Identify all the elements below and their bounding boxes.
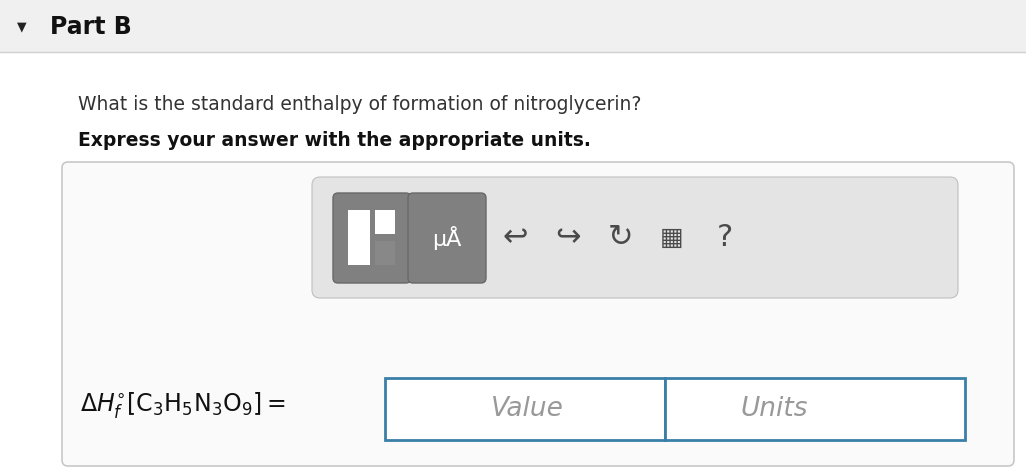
Text: ?: ? — [717, 223, 734, 252]
Text: Part B: Part B — [50, 15, 131, 39]
Text: $\Delta H^{\circ}_{f}[\mathrm{C_3H_5N_3O_9}] =$: $\Delta H^{\circ}_{f}[\mathrm{C_3H_5N_3O… — [80, 390, 285, 420]
Text: Value: Value — [491, 396, 564, 422]
Text: Express your answer with the appropriate units.: Express your answer with the appropriate… — [78, 130, 591, 149]
Text: ↻: ↻ — [607, 223, 633, 252]
FancyBboxPatch shape — [348, 210, 370, 265]
Text: ▼: ▼ — [17, 20, 27, 33]
FancyBboxPatch shape — [333, 193, 411, 283]
FancyBboxPatch shape — [0, 0, 1026, 52]
Text: What is the standard enthalpy of formation of nitroglycerin?: What is the standard enthalpy of formati… — [78, 96, 641, 115]
Text: ↪: ↪ — [555, 223, 581, 252]
FancyBboxPatch shape — [408, 193, 486, 283]
FancyBboxPatch shape — [385, 378, 665, 440]
FancyBboxPatch shape — [0, 52, 1026, 476]
FancyBboxPatch shape — [312, 177, 958, 298]
Text: ▦: ▦ — [660, 226, 683, 249]
Text: Units: Units — [740, 396, 807, 422]
FancyBboxPatch shape — [665, 378, 965, 440]
Text: ↩: ↩ — [503, 223, 527, 252]
FancyBboxPatch shape — [374, 241, 395, 265]
FancyBboxPatch shape — [374, 210, 395, 234]
Text: μÅ: μÅ — [432, 226, 462, 250]
FancyBboxPatch shape — [62, 162, 1014, 466]
